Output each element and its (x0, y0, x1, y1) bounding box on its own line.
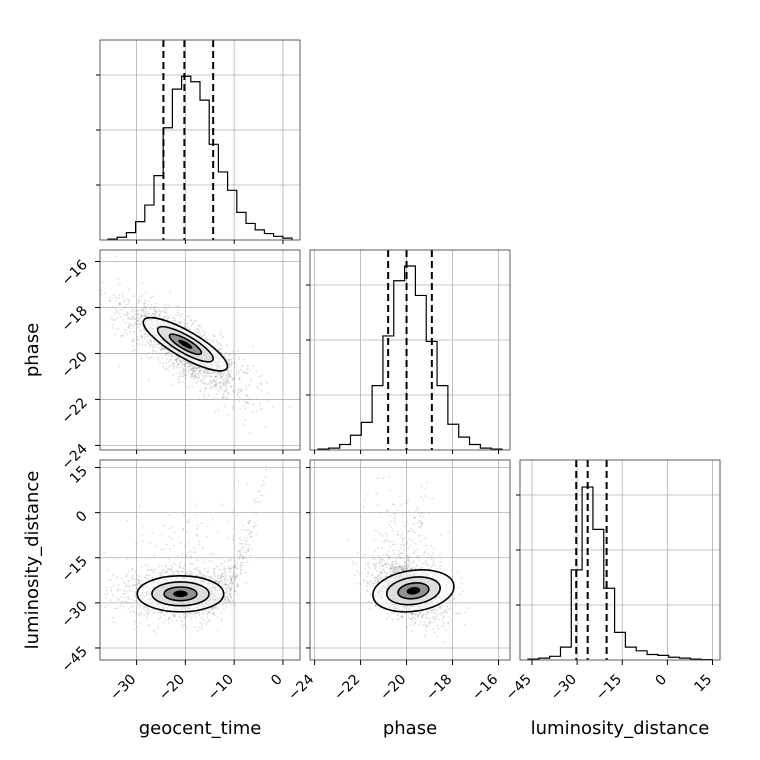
x-tick-label: −30 (107, 672, 139, 704)
y-tick-label: −30 (59, 598, 91, 630)
x-tick-label: −22 (331, 672, 363, 704)
x-axis-label: luminosity_distance (531, 718, 710, 739)
histogram-luminosity-distance (516, 459, 721, 661)
y-tick-label: −22 (59, 395, 91, 427)
x-tick-label: −45 (503, 672, 535, 704)
x-tick-label: −30 (548, 672, 580, 704)
y-tick-label: −16 (59, 257, 91, 289)
density-geocent-time-vs-luminosity-distance (99, 459, 301, 661)
x-tick-label: −20 (156, 672, 188, 704)
x-tick-label: −16 (469, 671, 501, 703)
x-tick-label: −10 (205, 672, 237, 704)
y-tick-label: 0 (73, 508, 91, 526)
x-tick-label: −24 (285, 671, 317, 703)
y-tick-label: −18 (59, 303, 91, 335)
x-tick-label: −18 (423, 672, 455, 704)
x-axis-label: geocent_time (139, 718, 262, 739)
histogram-geocent-time (96, 39, 301, 241)
y-axis-label: luminosity_distance (22, 471, 43, 650)
x-axis-label: phase (383, 718, 437, 739)
histogram-steps (527, 486, 713, 661)
x-tick-label: 0 (268, 672, 286, 690)
x-tick-label: −15 (593, 672, 625, 704)
y-axis-label: phase (22, 323, 43, 377)
histogram-steps (317, 265, 503, 450)
histogram-steps (107, 75, 293, 240)
density-peak (406, 587, 421, 595)
density-peak (178, 339, 193, 349)
y-tick-label: −15 (59, 553, 91, 585)
x-tick-label: 15 (691, 672, 715, 696)
y-tick-label: −45 (59, 643, 91, 675)
x-tick-label: 0 (653, 672, 671, 690)
x-tick-label: −20 (377, 672, 409, 704)
density-phase-vs-luminosity-distance (309, 459, 511, 661)
density-geocent-time-vs-phase (99, 249, 301, 451)
density-peak (173, 590, 188, 598)
y-tick-label: −20 (59, 349, 91, 381)
histogram-phase (306, 249, 511, 451)
